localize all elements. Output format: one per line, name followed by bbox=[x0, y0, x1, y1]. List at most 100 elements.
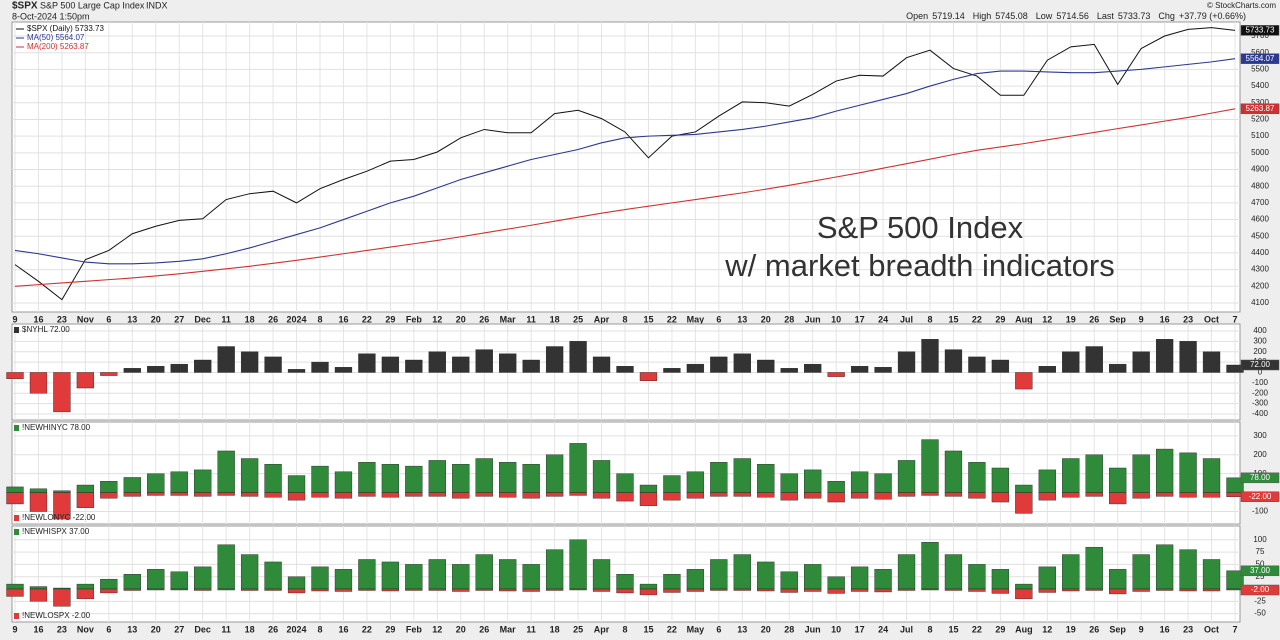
bar bbox=[1015, 484, 1033, 493]
bar bbox=[452, 492, 470, 499]
bar bbox=[334, 492, 353, 499]
bar bbox=[100, 492, 118, 499]
x-tick-label: 27 bbox=[174, 314, 184, 324]
x-tick-label: 2024 bbox=[287, 314, 307, 324]
panel bbox=[11, 21, 1241, 313]
x-tick-label: 23 bbox=[57, 624, 67, 634]
bar bbox=[874, 473, 892, 493]
bar bbox=[710, 559, 728, 590]
bar bbox=[780, 492, 798, 501]
bar bbox=[499, 492, 517, 498]
bar bbox=[147, 366, 165, 373]
bar bbox=[1038, 492, 1056, 501]
bar bbox=[944, 349, 963, 373]
bar bbox=[1155, 492, 1174, 497]
x-tick-label: 24 bbox=[878, 624, 888, 634]
bar bbox=[76, 492, 95, 508]
x-tick-label: 8 bbox=[317, 314, 322, 324]
x-tick-label: Sep bbox=[1109, 314, 1126, 324]
bar bbox=[1015, 583, 1033, 590]
x-tick-label: 17 bbox=[855, 314, 865, 324]
bar bbox=[452, 588, 470, 592]
y-tick-label: -25 bbox=[1254, 596, 1266, 605]
bar bbox=[405, 564, 423, 590]
bar bbox=[147, 473, 165, 493]
bar bbox=[1085, 492, 1103, 497]
bar bbox=[968, 356, 986, 373]
value-tag-box bbox=[1240, 359, 1280, 371]
bar bbox=[522, 464, 540, 493]
bar bbox=[405, 465, 423, 493]
bar bbox=[968, 462, 986, 493]
bar bbox=[53, 588, 71, 607]
x-tick-label: 23 bbox=[1183, 314, 1193, 324]
bar bbox=[850, 588, 869, 592]
bar bbox=[358, 588, 376, 591]
bar bbox=[1155, 339, 1174, 373]
x-tick-label: 8 bbox=[622, 314, 627, 324]
datetime: 8-Oct-2024 1:50pm bbox=[12, 11, 90, 21]
bar bbox=[194, 469, 212, 493]
bar bbox=[147, 588, 165, 591]
y-tick-label: 4700 bbox=[1251, 198, 1269, 207]
bar bbox=[991, 359, 1010, 373]
bar bbox=[592, 460, 611, 493]
x-tick-label: 24 bbox=[878, 314, 888, 324]
bar bbox=[686, 492, 705, 499]
bar bbox=[545, 549, 564, 590]
bar bbox=[592, 559, 611, 590]
bar bbox=[1015, 492, 1033, 514]
quote-label: Low bbox=[1036, 11, 1053, 21]
y-tick-label: -400 bbox=[1252, 409, 1269, 418]
x-tick-label: 26 bbox=[268, 314, 278, 324]
x-tick-label: Aug bbox=[1015, 624, 1033, 634]
bar bbox=[475, 492, 493, 497]
x-tick-label: 25 bbox=[573, 314, 583, 324]
bar bbox=[53, 372, 71, 413]
bar bbox=[804, 469, 822, 493]
bar bbox=[804, 492, 822, 499]
bar bbox=[944, 450, 963, 493]
bar bbox=[1132, 492, 1150, 499]
bar bbox=[874, 492, 892, 500]
bar bbox=[1179, 588, 1197, 592]
bar bbox=[1062, 458, 1080, 493]
value-tag-box bbox=[1240, 25, 1280, 36]
x-tick-label: 9 bbox=[1139, 314, 1144, 324]
bar bbox=[311, 361, 329, 373]
bar bbox=[381, 464, 400, 493]
legend-label: !NEWLONYC -22.00 bbox=[22, 513, 96, 522]
x-tick-label: 10 bbox=[831, 314, 841, 324]
x-tick-label: Feb bbox=[406, 314, 423, 324]
bar bbox=[850, 492, 869, 499]
bar bbox=[76, 583, 95, 590]
bar bbox=[405, 359, 423, 373]
x-tick-label: 8 bbox=[317, 624, 322, 634]
y-tick-label: -50 bbox=[1254, 609, 1266, 618]
bar bbox=[287, 576, 306, 590]
bar bbox=[897, 492, 916, 497]
bar bbox=[100, 578, 118, 590]
x-tick-label: 13 bbox=[127, 314, 137, 324]
y-tick-label: 4400 bbox=[1251, 248, 1269, 257]
x-tick-label: 16 bbox=[338, 314, 348, 324]
bar bbox=[287, 588, 306, 594]
bar bbox=[616, 492, 634, 502]
bar bbox=[428, 559, 446, 590]
bar bbox=[147, 569, 165, 590]
bar bbox=[757, 492, 775, 498]
bar bbox=[827, 588, 845, 594]
bar bbox=[53, 492, 71, 520]
bar bbox=[663, 492, 681, 501]
value-tag-box bbox=[1240, 584, 1280, 596]
copyright: © StockCharts.com bbox=[1207, 1, 1276, 10]
y-tick-label: 5200 bbox=[1251, 115, 1269, 124]
x-tick-label: 15 bbox=[948, 314, 958, 324]
bar bbox=[1062, 588, 1080, 592]
x-tick-label: 26 bbox=[1089, 624, 1099, 634]
x-tick-label: 10 bbox=[831, 624, 841, 634]
value-tag: -22.00 bbox=[1249, 492, 1272, 501]
bar bbox=[1202, 588, 1221, 592]
